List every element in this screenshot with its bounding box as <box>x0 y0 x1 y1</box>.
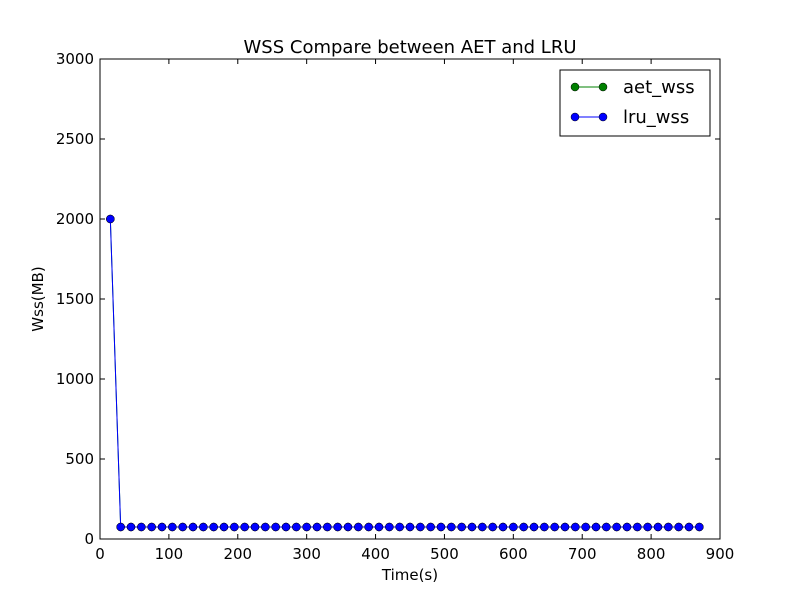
x-tick-label: 900 <box>706 545 735 563</box>
legend-label-aet-wss: aet_wss <box>623 77 695 98</box>
data-point-lru-wss <box>405 522 415 532</box>
legend-label-lru-wss: lru_wss <box>623 107 689 128</box>
data-point-lru-wss <box>292 522 301 532</box>
plot-area <box>106 214 704 532</box>
x-axis-label: Time(s) <box>381 566 438 584</box>
data-point-lru-wss <box>137 522 146 532</box>
data-point-lru-wss <box>457 522 466 532</box>
y-axis-label: Wss(MB) <box>29 266 47 331</box>
plot-frame <box>99 58 721 540</box>
data-point-lru-wss <box>488 522 497 532</box>
data-point-lru-wss <box>581 522 590 532</box>
y-tick-label: 3000 <box>56 50 94 68</box>
data-point-lru-wss <box>591 522 601 532</box>
data-point-lru-wss <box>364 522 373 532</box>
x-tick-label: 400 <box>361 545 390 563</box>
x-tick-label: 100 <box>155 545 184 563</box>
data-point-lru-wss <box>385 522 394 532</box>
data-point-lru-wss <box>209 522 218 532</box>
series-aet-wss <box>106 214 704 532</box>
data-point-lru-wss <box>509 522 518 532</box>
y-tick-label: 1500 <box>56 290 94 308</box>
data-point-lru-wss <box>550 522 559 532</box>
data-point-lru-wss <box>116 522 125 532</box>
data-point-lru-wss <box>622 522 632 532</box>
data-point-lru-wss <box>126 522 136 532</box>
data-point-lru-wss <box>178 522 187 532</box>
data-point-lru-wss <box>250 522 260 532</box>
data-point-lru-wss <box>240 522 249 532</box>
data-point-lru-wss <box>560 522 570 532</box>
x-tick-label: 600 <box>499 545 528 563</box>
data-point-lru-wss <box>602 522 611 532</box>
data-point-lru-wss <box>157 522 167 532</box>
chart-title: WSS Compare between AET and LRU <box>244 37 577 58</box>
data-point-lru-wss <box>395 522 404 532</box>
data-point-lru-wss <box>612 522 621 532</box>
x-tick-label: 200 <box>223 545 252 563</box>
data-point-lru-wss <box>312 522 322 532</box>
data-point-lru-wss <box>571 522 580 532</box>
data-point-lru-wss <box>168 522 177 532</box>
data-point-lru-wss <box>519 522 528 532</box>
data-point-lru-wss <box>633 522 642 532</box>
y-tick-label: 1000 <box>56 370 94 388</box>
x-tick-label: 700 <box>568 545 597 563</box>
legend-marker-aet-wss <box>598 82 608 92</box>
legend-marker-aet-wss <box>570 82 580 92</box>
data-point-lru-wss <box>354 522 363 532</box>
x-tick-label: 0 <box>95 545 105 563</box>
data-point-lru-wss <box>302 522 311 532</box>
series-lru-wss <box>106 214 704 532</box>
data-point-lru-wss <box>467 522 477 532</box>
data-point-lru-wss <box>540 522 549 532</box>
data-point-lru-wss <box>447 522 456 532</box>
x-tick-label: 800 <box>637 545 666 563</box>
data-point-lru-wss <box>343 522 353 532</box>
data-point-lru-wss <box>498 522 508 532</box>
x-tick-label: 300 <box>292 545 321 563</box>
x-tick-label: 500 <box>430 545 459 563</box>
data-point-lru-wss <box>199 522 208 532</box>
data-point-lru-wss <box>664 522 673 532</box>
data-point-lru-wss <box>684 522 694 532</box>
y-tick-label: 0 <box>84 530 94 548</box>
axis-ticks: 0 100 200 300 400 500 600 700 800 900 0 500 1000 1500… <box>56 50 735 563</box>
data-point-lru-wss <box>653 522 663 532</box>
data-point-lru-wss <box>426 522 435 532</box>
legend-marker-lru-wss <box>598 112 608 122</box>
data-point-lru-wss <box>436 522 446 532</box>
y-tick-label: 2000 <box>56 210 94 228</box>
data-point-lru-wss <box>188 522 198 532</box>
series-line-aet-wss <box>109 218 700 528</box>
data-point-lru-wss <box>416 522 425 532</box>
data-point-lru-wss <box>261 522 270 532</box>
data-point-lru-wss <box>323 522 332 532</box>
data-point-lru-wss <box>271 522 280 532</box>
data-point-lru-wss <box>674 522 683 532</box>
data-point-lru-wss <box>230 522 239 532</box>
data-point-lru-wss <box>529 522 539 532</box>
series-line-lru-wss <box>109 218 700 528</box>
data-point-lru-wss <box>374 522 384 532</box>
data-point-lru-wss <box>643 522 652 532</box>
data-point-lru-wss <box>106 214 115 224</box>
y-tick-label: 2500 <box>56 130 94 148</box>
data-point-lru-wss <box>147 522 156 532</box>
legend-box <box>559 69 711 137</box>
data-point-lru-wss <box>333 522 342 532</box>
data-point-lru-wss <box>695 522 704 532</box>
y-tick-label: 500 <box>65 450 94 468</box>
data-point-lru-wss <box>281 522 291 532</box>
legend: aet_wss lru_wss <box>559 69 711 137</box>
legend-marker-lru-wss <box>570 112 580 122</box>
data-point-lru-wss <box>219 522 229 532</box>
data-point-lru-wss <box>478 522 487 532</box>
